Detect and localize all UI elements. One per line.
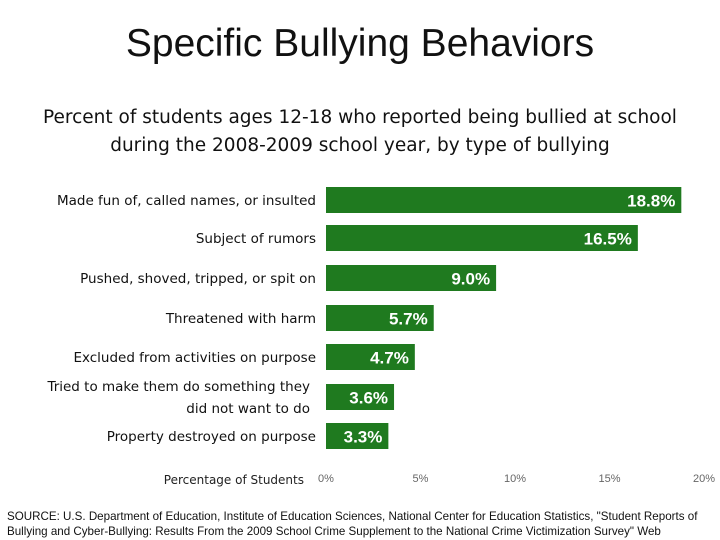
bar <box>326 187 682 213</box>
bar-data-label: 9.0% <box>451 270 490 289</box>
category-label: Pushed, shoved, tripped, or spit on <box>80 271 316 287</box>
bar-data-label: 18.8% <box>627 192 675 211</box>
category-label-line: Property destroyed on purpose <box>107 429 316 445</box>
category-label-line: Threatened with harm <box>165 311 316 327</box>
category-label: Excluded from activities on purpose <box>73 350 316 366</box>
chart-subtitle: Percent of students ages 12-18 who repor… <box>43 107 677 156</box>
bar <box>326 265 497 291</box>
bar <box>326 423 389 449</box>
category-label: Tried to make them do something they did … <box>46 379 310 417</box>
x-axis-title: Percentage of Students <box>164 473 304 487</box>
x-tick-label: 15% <box>598 473 620 485</box>
category-label: Subject of rumors <box>196 231 316 247</box>
source-note: SOURCE: U.S. Department of Education, In… <box>7 510 698 538</box>
bar-chart: 18.8% Made fun of, called names, or insul… <box>46 187 715 487</box>
category-label: Threatened with harm <box>165 311 316 327</box>
bar <box>326 305 434 331</box>
bar-data-label: 16.5% <box>584 230 632 249</box>
category-label: Property destroyed on purpose <box>107 429 316 445</box>
category-label-line: Subject of rumors <box>196 231 316 247</box>
bar <box>326 344 415 370</box>
x-tick-label: 10% <box>504 473 526 485</box>
category-label: Made fun of, called names, or insulted <box>57 193 316 209</box>
category-label-line: did not want to do <box>186 401 310 417</box>
bar <box>326 384 395 410</box>
slide-title: Specific Bullying Behaviors <box>125 22 595 65</box>
category-label-line: Made fun of, called names, or insulted <box>57 193 316 209</box>
bar-data-label: 3.3% <box>344 428 383 447</box>
x-tick-label: 5% <box>413 473 429 485</box>
x-tick-label: 0% <box>318 473 334 485</box>
category-label-line: Excluded from activities on purpose <box>73 350 316 366</box>
bar <box>326 225 638 251</box>
category-label-line: Tried to make them do something they <box>46 379 310 395</box>
category-label-line: Pushed, shoved, tripped, or spit on <box>80 271 316 287</box>
x-tick-label: 20% <box>693 473 715 485</box>
bar-data-label: 5.7% <box>389 310 428 329</box>
bar-data-label: 3.6% <box>349 389 388 408</box>
bar-data-label: 4.7% <box>370 349 409 368</box>
